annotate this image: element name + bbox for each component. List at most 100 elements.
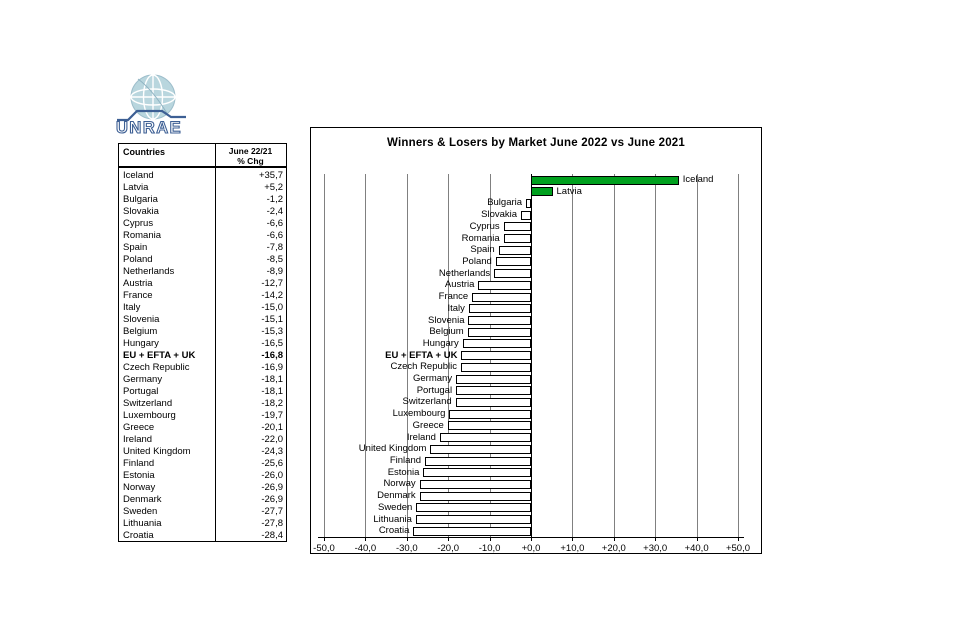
table-row-portugal: Portugal -18,1: [119, 385, 286, 397]
chart-bar-germany: [456, 374, 531, 384]
chart-bar-bulgaria: [526, 198, 531, 208]
pct-chg-cell: -16,9: [261, 361, 283, 373]
chart-bar-czech-republic: [461, 362, 531, 372]
chart-bar-estonia: [423, 468, 531, 478]
chart-bar-label-iceland: Iceland: [682, 174, 714, 185]
chart-bar-label-lithuania: Lithuania: [373, 513, 412, 525]
country-cell: Czech Republic: [123, 361, 190, 373]
x-axis-tick-label: +50,0: [725, 543, 751, 554]
table-header-countries: Countries: [123, 147, 166, 157]
chart-bar-croatia: [413, 526, 531, 536]
chart-bar-sweden: [416, 503, 531, 513]
chart-bar-label-poland: Poland: [462, 255, 492, 267]
pct-chg-cell: -22,0: [261, 433, 283, 445]
country-cell: Lithuania: [123, 517, 162, 529]
country-cell: Ireland: [123, 433, 153, 445]
table-row-denmark: Denmark -26,9: [119, 493, 286, 505]
x-axis-tick-label: -40,0: [354, 543, 377, 554]
chart-bar-austria: [478, 280, 531, 290]
chart-bar-label-germany: Germany: [413, 373, 453, 385]
x-axis-tick: [696, 537, 698, 541]
pct-chg-cell: -19,7: [261, 409, 283, 421]
table-row-spain: Spain -7,8: [119, 242, 286, 254]
table-header-pct-chg: June 22/21 % Chg: [228, 146, 273, 166]
table-row-slovakia: Slovakia -2,4: [119, 206, 286, 218]
chart-bar-italy: [468, 304, 531, 314]
pct-chg-cell: -26,9: [261, 493, 283, 505]
pct-chg-cell: -16,5: [261, 338, 283, 350]
gridline: [696, 174, 698, 537]
pct-chg-cell: -8,5: [266, 254, 283, 266]
pct-chg-cell: -20,1: [261, 421, 283, 433]
country-cell: Finland: [123, 457, 155, 469]
chart-bar-label-hungary: Hungary: [422, 337, 459, 349]
chart-bar-poland: [495, 257, 531, 267]
table-row-france: France -14,2: [119, 290, 286, 302]
country-cell: France: [123, 290, 153, 302]
country-cell: Hungary: [123, 338, 159, 350]
pct-chg-cell: -7,8: [266, 242, 283, 254]
chart-bar-norway: [419, 479, 531, 489]
pct-chg-cell: -18,1: [261, 373, 283, 385]
x-axis-tick: [324, 537, 325, 541]
country-cell: Poland: [123, 254, 153, 266]
x-axis-tick: [572, 537, 574, 541]
pct-chg-cell: -12,7: [261, 278, 283, 290]
x-axis-tick: [406, 537, 408, 541]
table-row-bulgaria: Bulgaria -1,2: [119, 194, 286, 206]
pct-chg-cell: -6,6: [266, 218, 283, 230]
x-axis-tick-label: +20,0: [601, 543, 626, 554]
pct-chg-cell: -6,6: [266, 230, 283, 242]
country-cell: Belgium: [123, 326, 158, 338]
chart-bar-label-sweden: Sweden: [377, 501, 413, 513]
country-cell: Romania: [123, 230, 162, 242]
x-axis-tick-label: -30,0: [395, 543, 418, 554]
chart-bar-netherlands: [494, 269, 531, 279]
pct-chg-cell: +5,2: [264, 182, 283, 194]
chart-bar-label-eu-efta-uk: EU + EFTA + UK: [385, 349, 458, 361]
chart-bar-label-ireland: Ireland: [406, 431, 436, 443]
globe-icon: [130, 74, 176, 120]
chart-bar-cyprus: [503, 222, 531, 232]
pct-chg-cell: -28,4: [261, 529, 283, 541]
chart-bar-label-czech-republic: Czech Republic: [390, 361, 458, 373]
table-row-iceland: Iceland +35,7: [119, 170, 286, 182]
x-axis-tick: [655, 537, 657, 541]
chart-bar-label-france: France: [438, 291, 469, 303]
table-row-cyprus: Cyprus -6,6: [119, 218, 286, 230]
table-column-divider: [215, 144, 216, 541]
chart-bar-luxembourg: [449, 409, 531, 419]
chart-bar-label-latvia: Latvia: [556, 185, 582, 197]
logo-text: UNRAE: [116, 119, 182, 136]
country-cell: Cyprus: [123, 218, 154, 230]
pct-chg-cell: -1,2: [266, 194, 283, 206]
country-cell: United Kingdom: [123, 445, 191, 457]
chart-bar-switzerland: [455, 397, 531, 407]
chart-bar-belgium: [467, 327, 531, 337]
chart-bar-spain: [498, 245, 531, 255]
pct-chg-cell: -15,0: [261, 302, 283, 314]
table-row-slovenia: Slovenia -15,1: [119, 314, 286, 326]
country-cell: Spain: [123, 242, 148, 254]
table-row-latvia: Latvia +5,2: [119, 182, 286, 194]
table-row-switzerland: Switzerland -18,2: [119, 397, 286, 409]
table-body: Iceland +35,7 Latvia +5,2 Bulgaria -1,2 Slovak…: [119, 170, 286, 541]
pct-chg-cell: -26,0: [261, 469, 283, 481]
chart-bar-label-slovakia: Slovakia: [481, 209, 518, 221]
car-silhouette-icon: [117, 109, 186, 122]
x-axis-tick: [365, 537, 367, 541]
table-row-luxembourg: Luxembourg -19,7: [119, 409, 286, 421]
table-row-croatia: Croatia -28,4: [119, 529, 286, 541]
x-axis-tick: [738, 537, 739, 541]
chart-bar-label-estonia: Estonia: [387, 466, 420, 478]
country-cell: Slovakia: [123, 206, 159, 218]
chart-bar-greece: [447, 421, 531, 431]
gridline: [738, 174, 739, 537]
x-axis-tick-label: +40,0: [684, 543, 709, 554]
x-axis-tick: [613, 537, 615, 541]
pct-chg-cell: -14,2: [261, 290, 283, 302]
chart-bar-label-netherlands: Netherlands: [438, 267, 491, 279]
table-row-ireland: Ireland -22,0: [119, 433, 286, 445]
pct-chg-cell: -18,1: [261, 385, 283, 397]
x-axis-tick-label: -50,0: [313, 543, 335, 554]
